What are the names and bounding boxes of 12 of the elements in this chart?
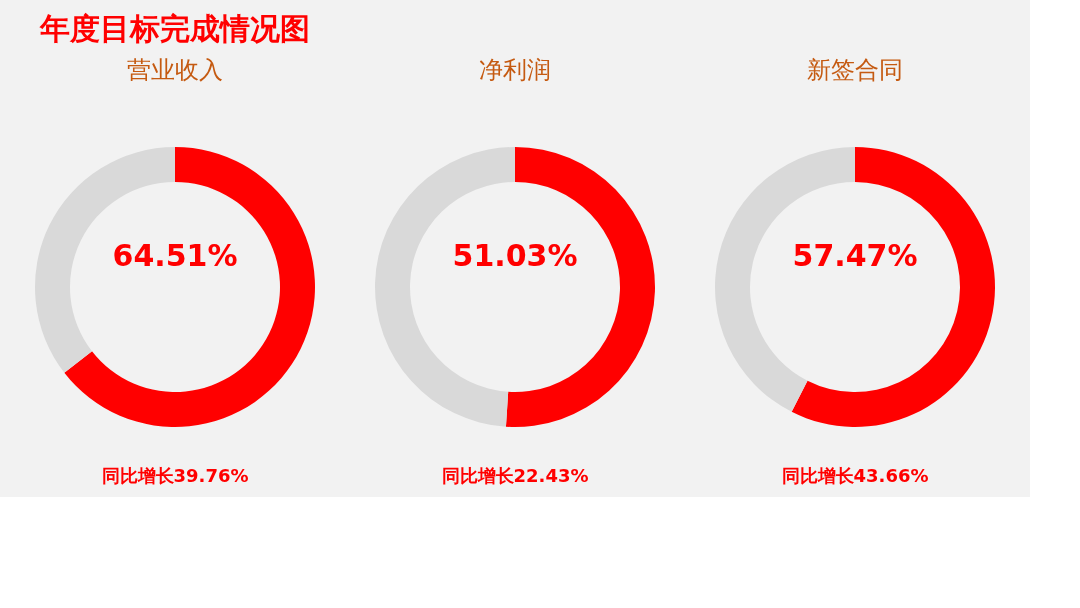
chart-subtitle: 营业收入 [127,56,223,84]
data-label: 51.03% [452,238,578,273]
chart-subtitle: 净利润 [479,56,551,84]
donut-slice [791,147,995,427]
text: 同比增长22.43% [441,465,589,486]
donut-slice [64,147,315,427]
text: 同比增长39.76% [101,465,249,486]
data-label: 57.47% [792,238,918,273]
chart-title: 年度目标完成情况图 [39,11,310,46]
chart-subtitle: 新签合同 [807,56,903,84]
text: 同比增长43.66% [781,465,929,486]
data-label: 64.51% [112,238,238,273]
